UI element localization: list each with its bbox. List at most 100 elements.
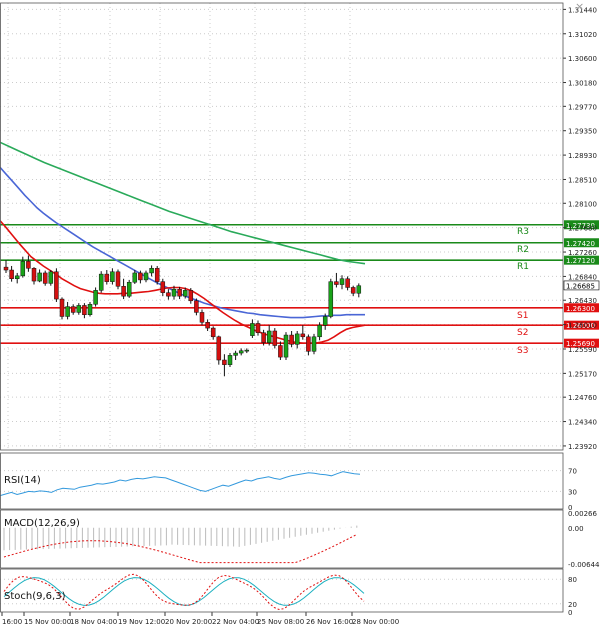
candle-body — [334, 281, 339, 285]
price-tick-label: 1.30180 — [568, 80, 597, 88]
level-name-s1: S1 — [517, 311, 528, 321]
candle-body — [300, 333, 306, 338]
candle-body — [227, 355, 233, 365]
level-price-label: 1.25690 — [566, 340, 595, 348]
close-icon[interactable]: × — [575, 0, 584, 13]
candle-body — [182, 290, 188, 297]
level-price-tag — [564, 320, 599, 330]
candle-body — [272, 330, 278, 346]
price-tick-label: 1.26430 — [568, 297, 597, 305]
moving-averages — [0, 141, 366, 345]
candle-body — [210, 327, 216, 338]
candle-body — [59, 298, 65, 317]
level-price-tag — [564, 238, 599, 248]
rsi-title: RSI(14) — [4, 475, 41, 486]
candle-body — [31, 268, 37, 282]
pivot-levels: R3 1.27730 R2 1.27420 R1 1.27120 S1 1.26300 S2 1.… — [0, 220, 599, 356]
level-name-s2: S2 — [517, 328, 528, 338]
candle-body — [177, 288, 182, 297]
price-tick-label: 1.26010 — [568, 322, 597, 330]
candle-body — [199, 312, 205, 323]
level-price-label: 1.27730 — [566, 222, 595, 230]
stoch-pane: Stoch(9,6,3) 80 200 — [0, 573, 577, 617]
candle-body — [222, 359, 227, 365]
rsi-tick-label: 70 — [568, 468, 577, 476]
candle-body — [54, 271, 59, 300]
price-axis: 1.31440 1.31020 1.30600 1.30180 1.29770 1.293… — [563, 6, 600, 451]
price-tick-label: 1.25170 — [568, 370, 597, 378]
candle-body — [65, 306, 70, 317]
price-tick-label: 1.27260 — [568, 249, 597, 257]
macd-signal-line — [3, 534, 358, 564]
time-tick-label: 25 Nov 08:00 — [257, 618, 304, 626]
price-tick-label: 1.26840 — [568, 273, 597, 281]
level-price-label: 1.27420 — [566, 240, 595, 248]
level-price-label: 1.27120 — [566, 257, 595, 265]
ma-fast-line — [0, 220, 366, 345]
candle-body — [48, 271, 54, 284]
candle-body — [317, 324, 322, 338]
candle-body — [216, 336, 222, 361]
macd-tick-label: -0.00644 — [568, 561, 600, 569]
candle-body — [82, 305, 87, 315]
candle-body — [9, 269, 14, 279]
candle-body — [14, 275, 20, 279]
candle-body — [205, 322, 210, 329]
candle-body — [244, 349, 250, 352]
stoch-tick-label: 20 — [568, 601, 577, 609]
candle-body — [166, 292, 171, 297]
macd-title: MACD(12,26,9) — [4, 518, 80, 529]
candle-body — [233, 352, 238, 356]
candle-body — [339, 278, 345, 285]
candle-body — [121, 286, 126, 297]
macd-tick-label: 0.00266 — [568, 510, 597, 518]
price-tick-label: 1.29350 — [568, 128, 597, 136]
candle-body — [149, 268, 154, 274]
price-tick-label: 1.23920 — [568, 443, 597, 451]
candle-body — [328, 281, 334, 317]
price-tick-label: 1.24760 — [568, 394, 597, 402]
candle-body — [20, 261, 26, 277]
candle-body — [76, 305, 82, 313]
candle-body — [289, 334, 294, 345]
level-price-tag — [564, 255, 599, 265]
level-price-tag — [564, 303, 599, 313]
price-tick-label: 1.28100 — [568, 200, 597, 208]
time-tick-label: 19 Nov 12:00 — [118, 618, 165, 626]
candle-body — [154, 268, 160, 282]
candle-body — [306, 336, 311, 352]
candle-body — [311, 336, 317, 352]
pane-border — [0, 509, 564, 569]
time-tick-label: 26 Nov 16:00 — [306, 618, 353, 626]
price-tick-label: 1.28510 — [568, 176, 597, 184]
candle-body — [350, 287, 356, 294]
candle-body — [93, 290, 98, 305]
price-tick-label: 1.31440 — [568, 6, 597, 14]
level-name-s3: S3 — [517, 346, 528, 356]
price-tick-label: 1.30600 — [568, 55, 597, 63]
price-tick-label: 1.29770 — [568, 103, 597, 111]
candle-body — [110, 271, 115, 282]
rsi-pane: RSI(14) 70 30 0 — [0, 468, 577, 512]
candle-body — [171, 288, 177, 297]
candle-body — [138, 272, 143, 281]
time-tick-label: 15 Nov 00:00 — [24, 618, 71, 626]
chart-frame — [0, 2, 564, 613]
candle-body — [255, 323, 261, 333]
candle-body — [238, 350, 244, 354]
time-tick-label: 22 Nov 04:00 — [212, 618, 259, 626]
candle-body — [42, 272, 48, 284]
time-tick-label: 16:00 — [2, 618, 22, 626]
stoch-tick-label: 80 — [568, 576, 577, 584]
candle-body — [37, 272, 42, 282]
price-tick-label: 1.27680 — [568, 225, 597, 233]
level-name-r1: R1 — [517, 262, 529, 272]
candle-body — [266, 330, 272, 343]
candle-body — [26, 261, 31, 269]
price-grid — [0, 3, 563, 450]
level-price-tag — [564, 338, 599, 348]
candle-body — [104, 273, 110, 282]
candle-body — [250, 323, 255, 336]
candlesticks — [3, 255, 362, 377]
